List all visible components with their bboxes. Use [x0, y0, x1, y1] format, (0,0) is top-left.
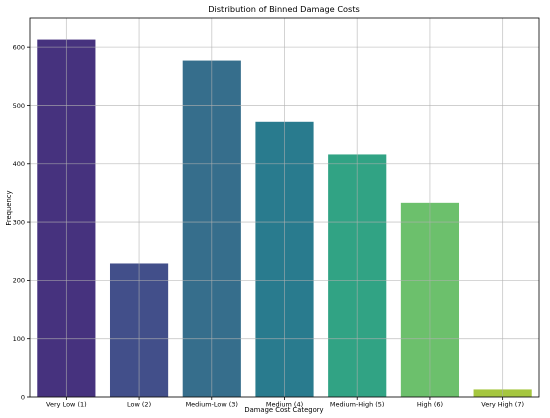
plot-frame [29, 17, 540, 398]
x-axis-label: Damage Cost Category [244, 406, 323, 414]
x-tick-label: Medium-Low (3) [186, 401, 238, 409]
y-tick-label: 100 [13, 335, 25, 343]
y-tick-label: 400 [13, 160, 25, 168]
y-axis-label: Frequency [5, 190, 13, 225]
plot-area: 0 100 200 300 400 500 600 Very Low (1) Low (2) Me… [13, 17, 540, 409]
x-tick-label: High (6) [417, 401, 443, 409]
x-tick-label: Low (2) [127, 401, 151, 409]
x-tick-label: Medium (4) [266, 401, 303, 409]
y-tick-label: 0 [21, 393, 25, 401]
chart-title: Distribution of Binned Damage Costs [208, 4, 360, 14]
x-tick-label: Medium-High (5) [330, 401, 385, 409]
y-tick-label: 600 [13, 43, 25, 51]
y-tick-label: 200 [13, 277, 25, 285]
x-tick-label: Very High (7) [481, 401, 524, 409]
y-tick-label: 500 [13, 102, 25, 110]
x-tick-label: Very Low (1) [46, 401, 87, 409]
y-tick-label: 300 [13, 218, 25, 226]
